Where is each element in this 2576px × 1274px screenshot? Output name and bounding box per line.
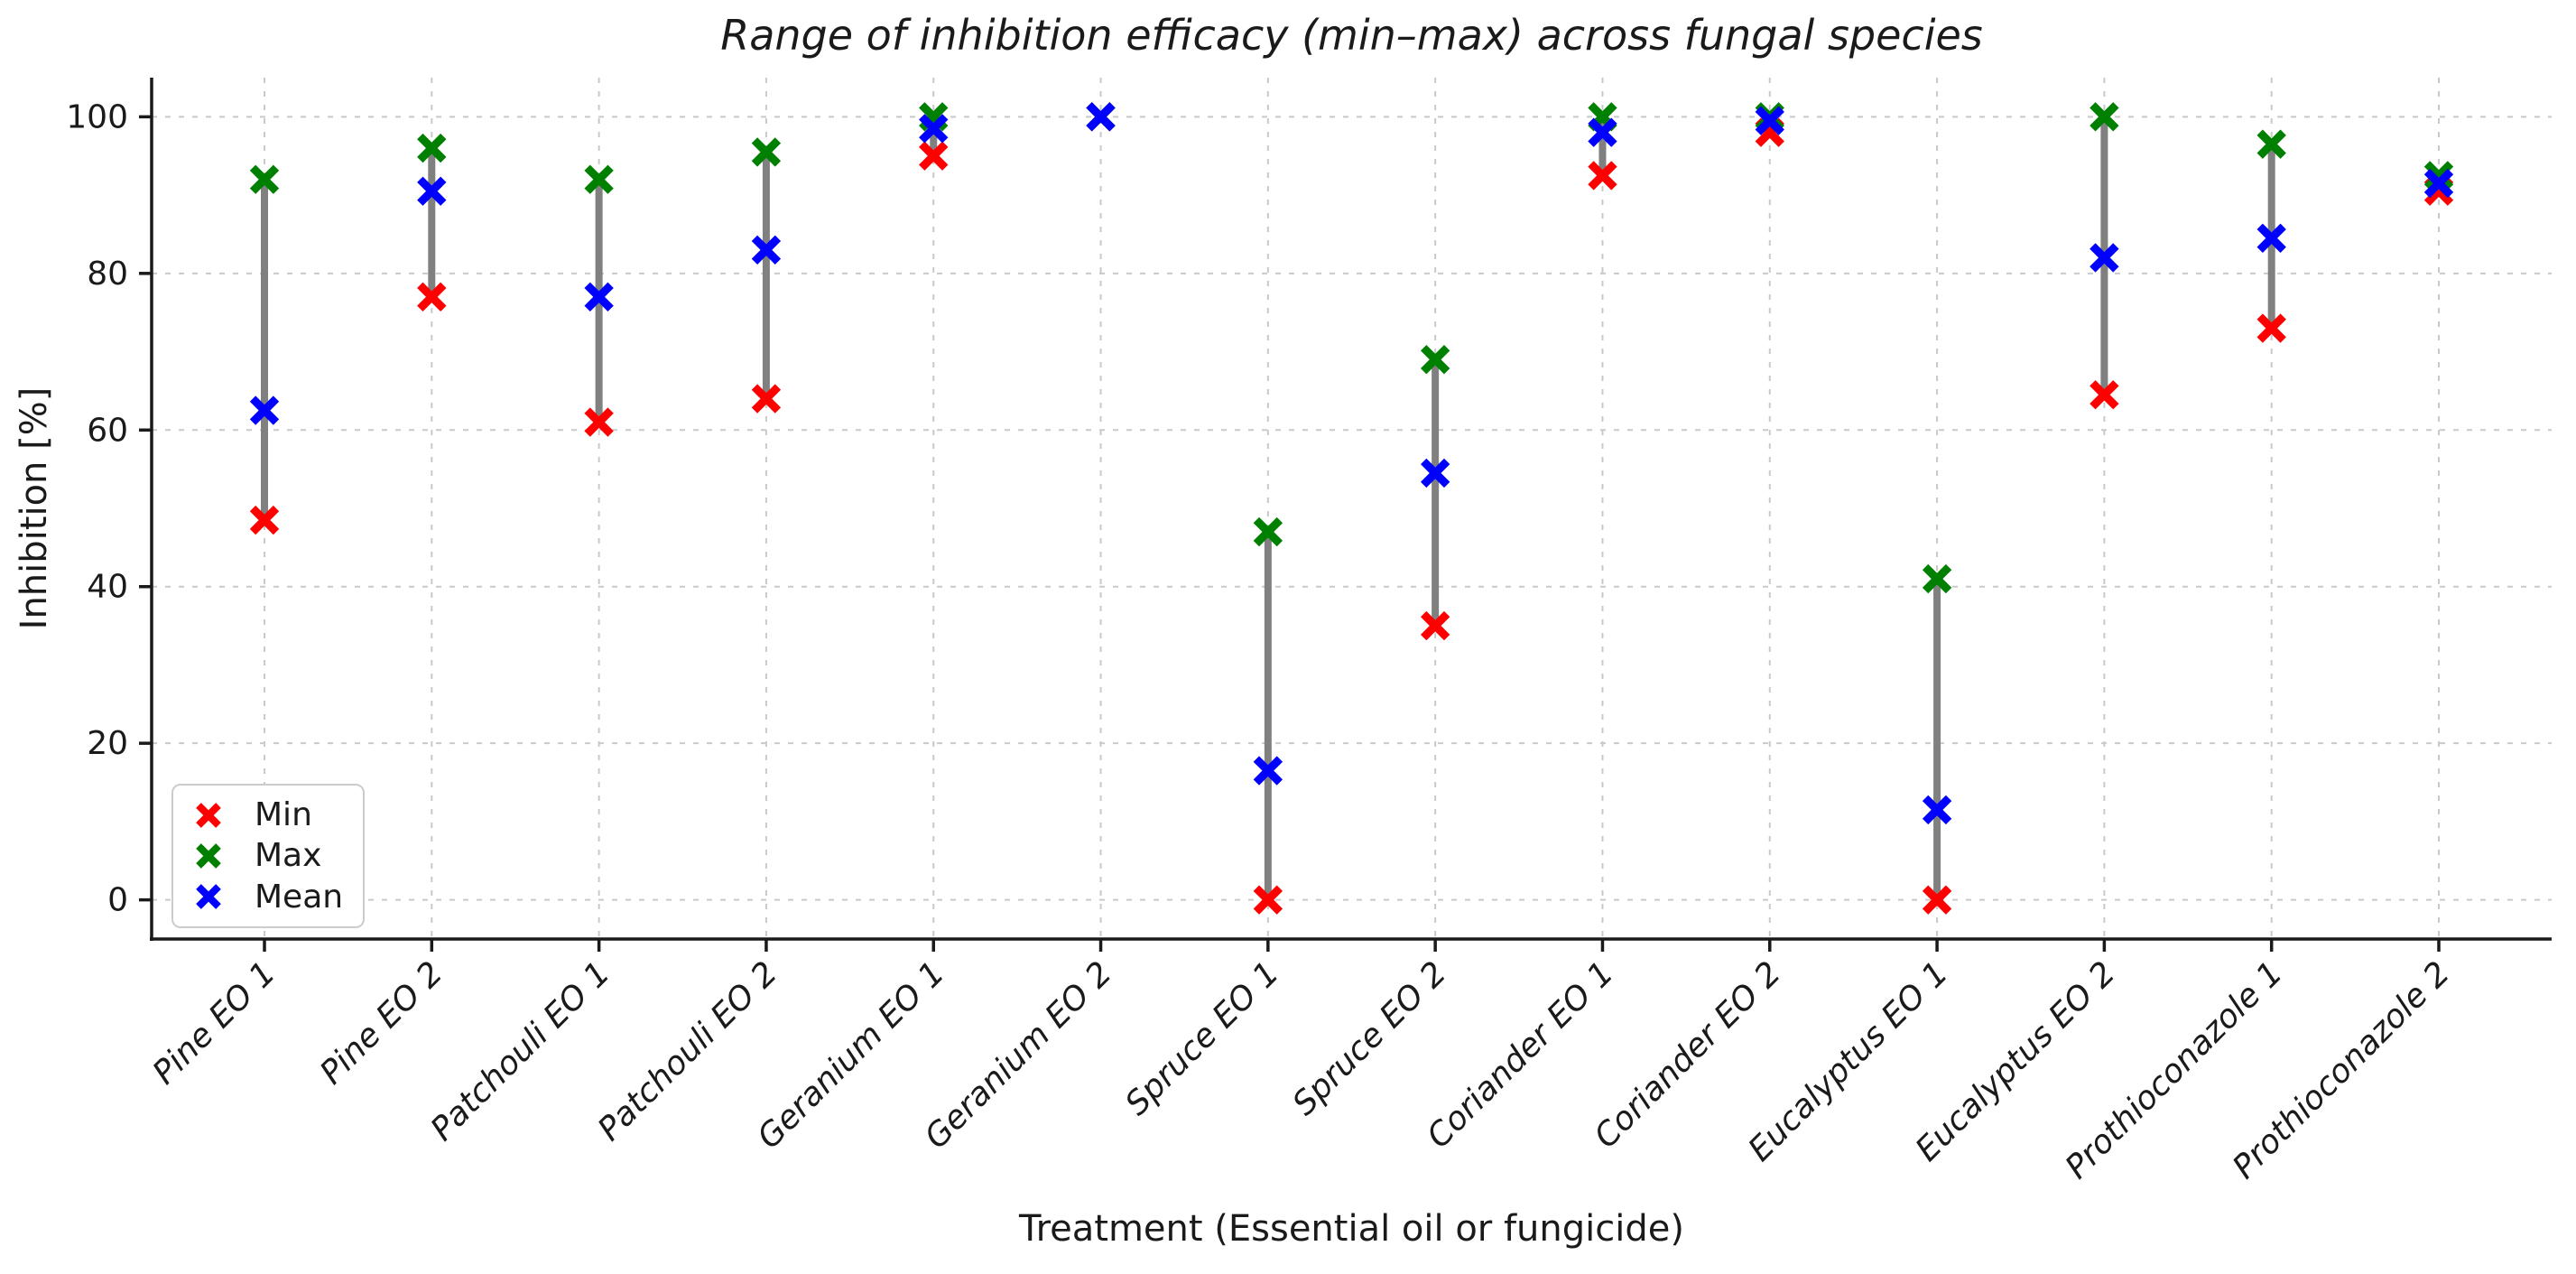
y-tick-label: 100	[66, 98, 128, 135]
max-marker	[584, 164, 614, 194]
min-marker	[1588, 161, 1617, 191]
mean-marker	[584, 282, 614, 312]
mean-marker	[249, 395, 280, 425]
x-tick-label: Geranium EO 2	[918, 954, 1119, 1156]
y-tick-label: 60	[87, 412, 128, 449]
legend-label-max: Max	[255, 837, 322, 875]
chart-title: Range of inhibition efficacy (min–max) a…	[720, 11, 1983, 60]
y-tick-label: 20	[87, 725, 128, 762]
min-marker	[2090, 380, 2119, 410]
legend-label-mean: Mean	[255, 878, 344, 916]
min-marker-icon	[196, 802, 221, 828]
max-marker	[1922, 563, 1952, 594]
min-marker	[2256, 313, 2286, 343]
mean-marker-icon	[196, 884, 221, 910]
legend: Min Max Mean	[171, 784, 365, 928]
max-marker	[1253, 516, 1283, 547]
max-marker	[417, 133, 447, 163]
x-tick-label: Patchouli EO 1	[424, 954, 617, 1148]
max-marker	[2090, 102, 2119, 132]
min-marker	[751, 384, 782, 414]
y-axis-label: Inhibition [%]	[14, 386, 55, 630]
max-marker	[1420, 345, 1450, 375]
mean-marker	[417, 176, 447, 206]
max-marker	[751, 137, 782, 167]
max-marker	[2256, 129, 2286, 159]
min-marker	[417, 282, 447, 312]
mean-marker	[1755, 106, 1784, 135]
y-tick-label: 80	[87, 256, 128, 293]
mean-marker	[1922, 795, 1952, 825]
min-marker	[1420, 610, 1450, 641]
x-tick-label: Pine EO 1	[146, 954, 283, 1092]
legend-label-min: Min	[255, 796, 312, 834]
mean-marker	[2256, 223, 2286, 253]
min-marker	[584, 407, 614, 437]
max-marker	[2423, 161, 2454, 191]
y-tick-label: 0	[107, 882, 128, 919]
mean-marker	[2423, 168, 2454, 199]
mean-marker	[751, 235, 782, 265]
mean-marker	[919, 114, 949, 144]
min-marker	[1922, 885, 1952, 915]
mean-marker	[1588, 117, 1617, 147]
mean-marker	[1420, 458, 1450, 488]
x-axis-label: Treatment (Essential oil or fungicide)	[1019, 1208, 1684, 1250]
min-marker	[1253, 885, 1283, 915]
max-marker-icon	[196, 843, 221, 869]
x-tick-label: Spruce EO 2	[1285, 954, 1453, 1122]
mean-marker	[1086, 102, 1116, 132]
min-marker	[919, 141, 949, 171]
x-tick-label: Spruce EO 1	[1118, 954, 1286, 1122]
y-tick-label: 40	[87, 569, 128, 606]
x-tick-label: Patchouli EO 2	[591, 954, 784, 1148]
mean-marker	[2090, 243, 2119, 273]
min-marker	[249, 505, 280, 535]
mean-marker	[1253, 756, 1283, 786]
legend-item-min: Min	[193, 796, 345, 833]
x-tick-label: Pine EO 2	[313, 954, 450, 1092]
legend-item-max: Max	[193, 837, 345, 874]
max-marker	[249, 164, 280, 194]
legend-item-mean: Mean	[193, 879, 345, 916]
